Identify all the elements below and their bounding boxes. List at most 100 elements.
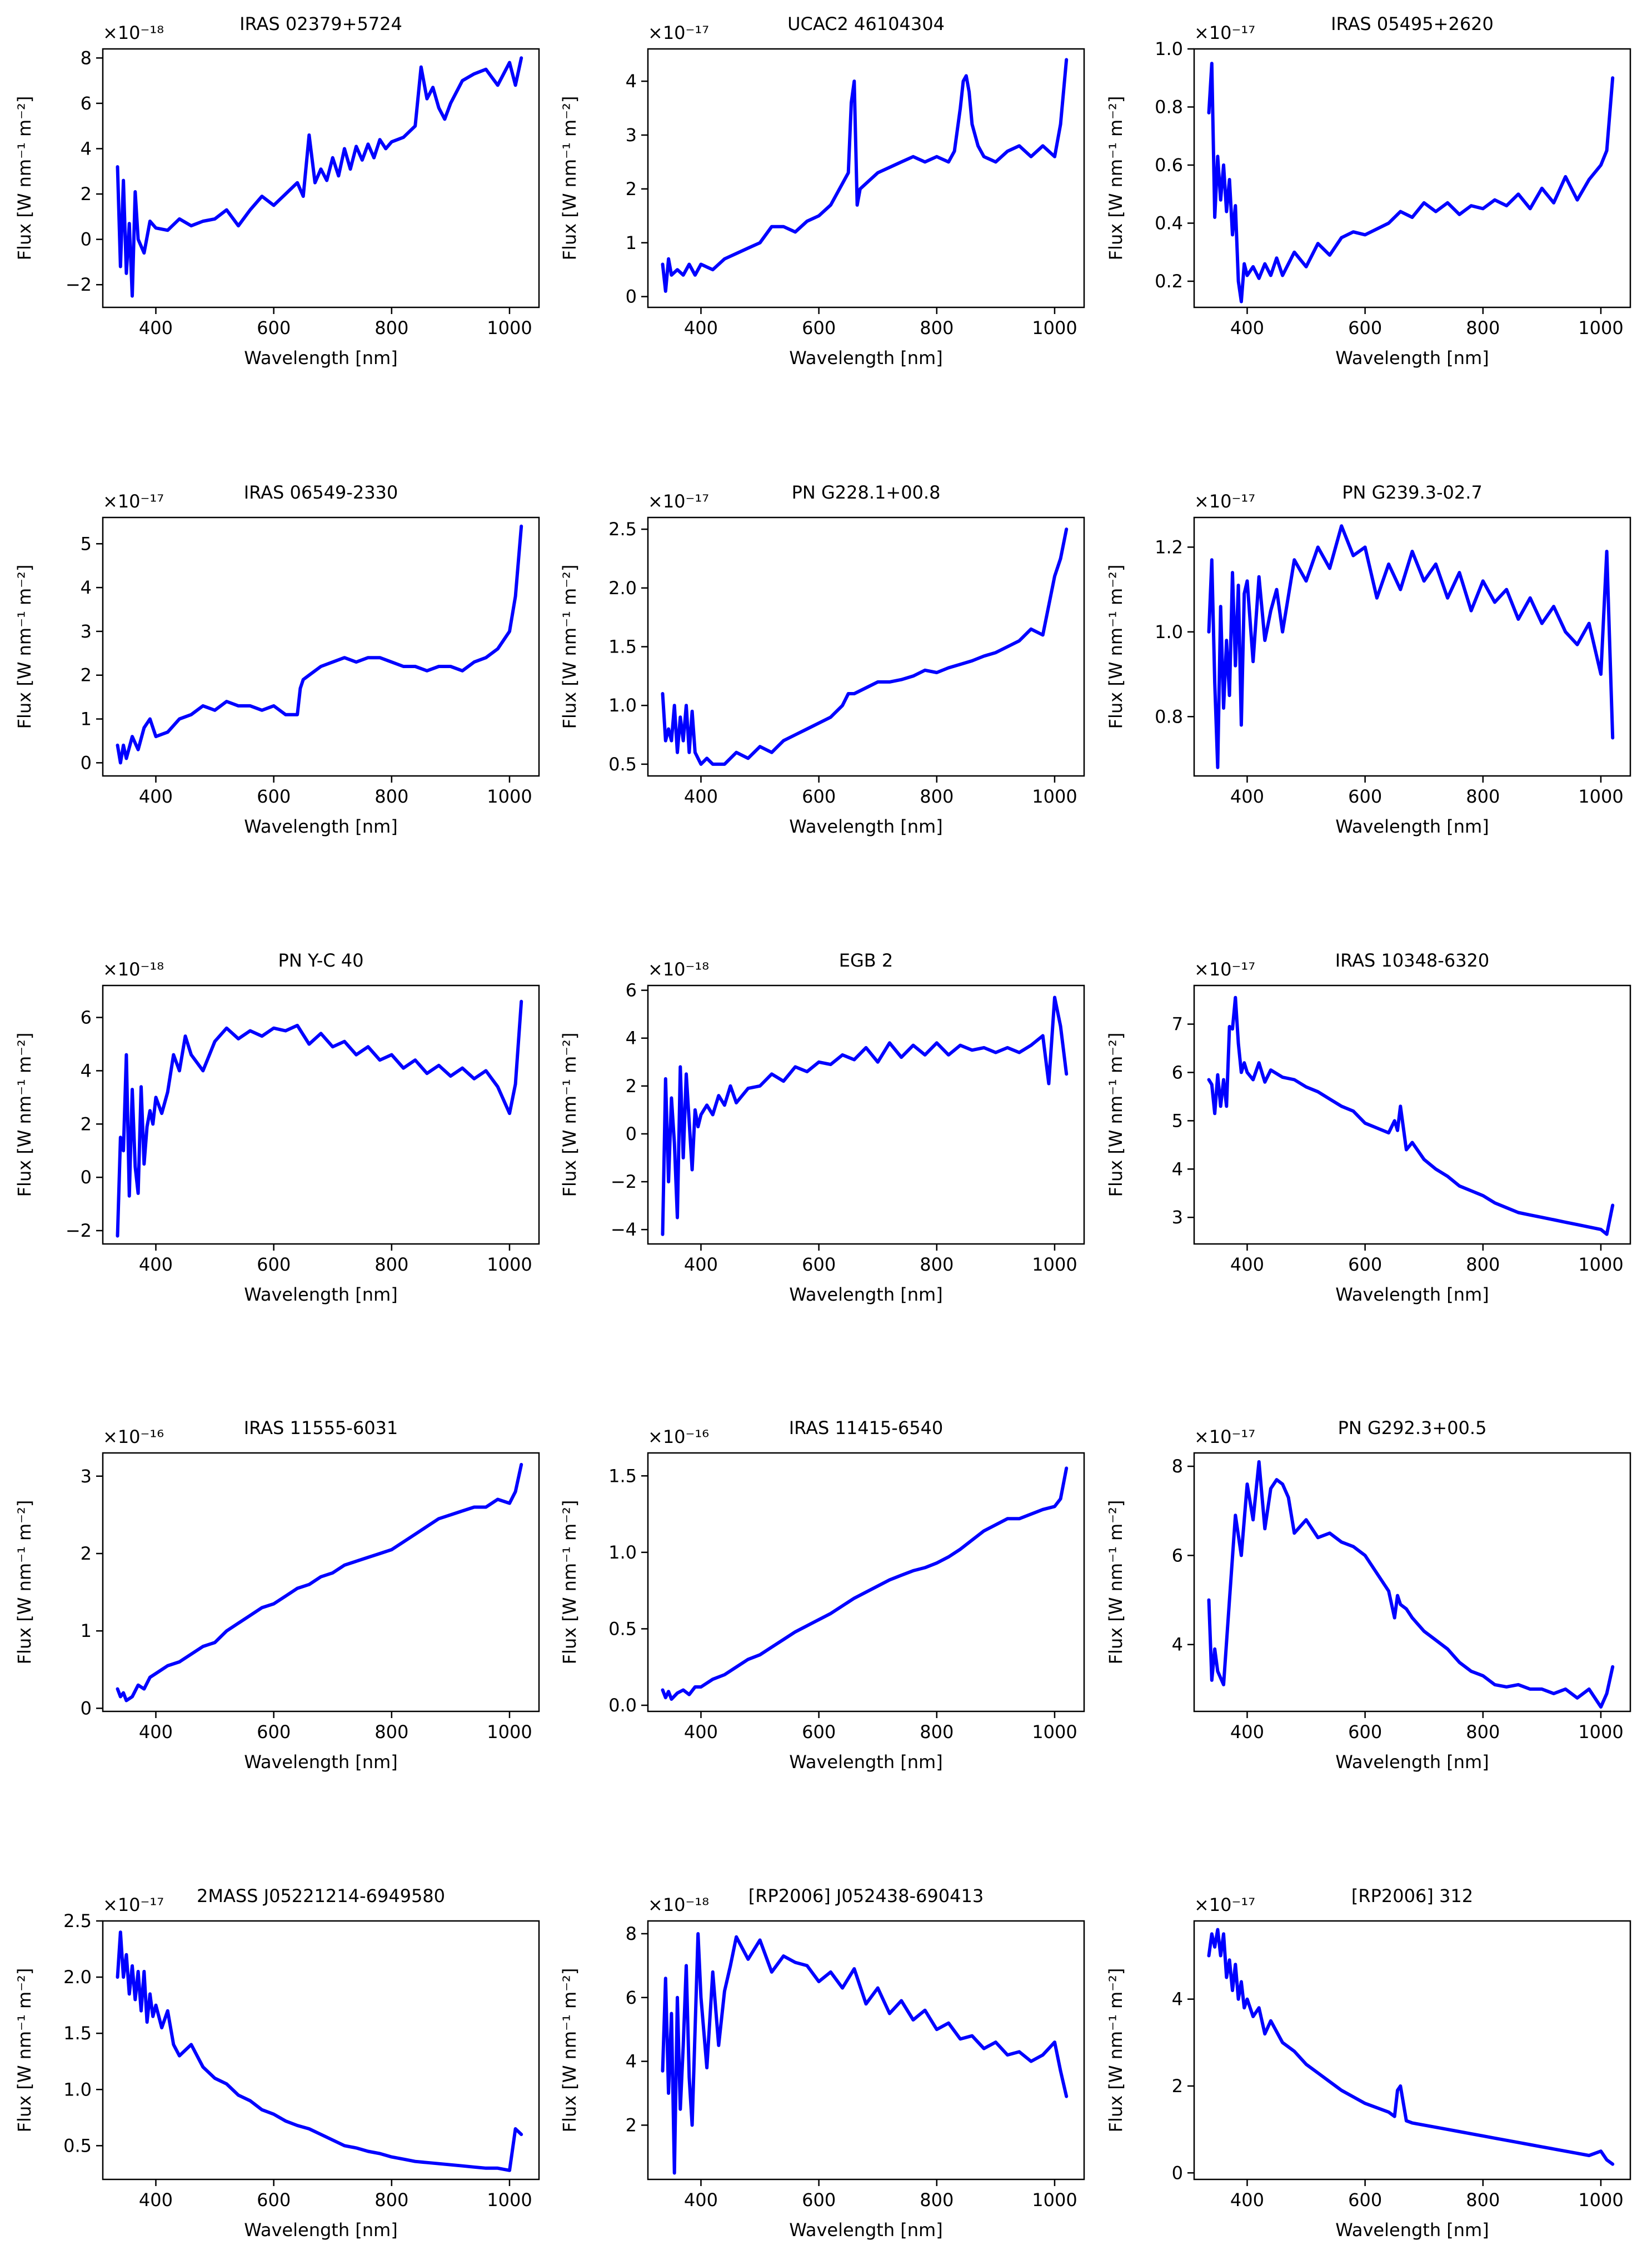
y-tick-label: −2 (611, 1171, 637, 1192)
x-tick-label: 800 (920, 1721, 954, 1743)
x-tick-label: 800 (375, 1721, 408, 1743)
y-tick-label: 0.0 (608, 1695, 637, 1716)
x-tick-label: 800 (1466, 2189, 1500, 2211)
axis-offset-exponent: ×10⁻¹⁸ (648, 959, 709, 980)
x-tick-label: 400 (1230, 317, 1264, 338)
series-line (1207, 1928, 1615, 2166)
y-tick-label: 6 (626, 1987, 637, 2008)
y-tick-label: 1.5 (608, 1465, 637, 1486)
chart-panel: 400 600 800 1000 −2 0 2 4 6 ×10⁻¹⁸ PN Y-C 40 Wavele… (14, 950, 540, 1305)
y-tick-label: 4 (81, 577, 92, 598)
y-tick-label: 2.5 (608, 519, 637, 540)
y-tick-label: 1.5 (608, 636, 637, 658)
axis-offset-exponent: ×10⁻¹⁷ (1194, 1894, 1255, 1915)
axes-frame (102, 1920, 540, 2181)
y-tick-label: 2 (626, 2114, 637, 2135)
y-tick-label: 6 (626, 980, 637, 1001)
axes-frame (102, 48, 540, 308)
axis-offset-exponent: ×10⁻¹⁸ (103, 22, 164, 43)
chart-title: PN Y-C 40 (278, 950, 364, 971)
x-tick-label: 1000 (1032, 1254, 1077, 1275)
axes-frame (1193, 516, 1631, 777)
x-tick-label: 400 (1230, 786, 1264, 807)
x-axis-label: Wavelength [nm] (1335, 816, 1489, 837)
x-tick-label: 600 (802, 317, 836, 338)
chart-title: PN G239.3-02.7 (1342, 482, 1483, 503)
series-line (116, 1930, 523, 2172)
y-tick-label: 4 (626, 2051, 637, 2072)
x-tick-label: 400 (684, 786, 718, 807)
x-axis-label: Wavelength [nm] (789, 347, 942, 369)
x-axis-label: Wavelength [nm] (244, 2219, 397, 2241)
y-tick-label: 6 (81, 93, 92, 114)
x-axis-label: Wavelength [nm] (789, 1751, 942, 1773)
y-tick-label: 0.2 (1155, 271, 1183, 292)
y-tick-label: 8 (1172, 1456, 1183, 1477)
y-tick-label: 3 (626, 125, 637, 146)
y-tick-label: 4 (81, 138, 92, 159)
x-tick-label: 400 (1230, 1721, 1264, 1743)
x-tick-label: 800 (1466, 1721, 1500, 1743)
x-tick-label: 400 (139, 1721, 173, 1743)
chart-title: IRAS 11555-6031 (244, 1417, 398, 1438)
chart-title: IRAS 10348-6320 (1335, 950, 1490, 971)
x-tick-label: 1000 (487, 1721, 532, 1743)
x-tick-label: 600 (802, 1254, 836, 1275)
y-tick-label: 2.0 (608, 578, 637, 599)
y-tick-label: 0.5 (608, 754, 637, 775)
x-tick-label: 1000 (1578, 1254, 1623, 1275)
y-tick-label: 0 (1172, 2162, 1183, 2183)
y-axis-label: Flux [W nm⁻¹ m⁻²] (559, 1033, 580, 1197)
x-tick-label: 400 (139, 1254, 173, 1275)
y-tick-label: 3 (81, 1466, 92, 1487)
y-tick-label: 2.5 (63, 1910, 92, 1932)
y-tick-label: 0 (81, 752, 92, 773)
axes-frame (102, 516, 540, 777)
x-tick-label: 400 (1230, 2189, 1264, 2211)
axis-offset-exponent: ×10⁻¹⁸ (103, 959, 164, 980)
y-tick-label: 5 (1172, 1110, 1183, 1131)
y-axis-label: Flux [W nm⁻¹ m⁻²] (1105, 1500, 1126, 1665)
x-tick-label: 400 (684, 2189, 718, 2211)
chart-title: 2MASS J05221214-6949580 (197, 1885, 445, 1906)
y-tick-label: 1 (81, 1620, 92, 1641)
x-tick-label: 600 (1348, 2189, 1382, 2211)
x-axis-label: Wavelength [nm] (1335, 347, 1489, 369)
x-tick-label: 800 (375, 2189, 408, 2211)
y-axis-label: Flux [W nm⁻¹ m⁻²] (14, 1500, 35, 1665)
chart-panel: 400 600 800 1000 0.2 0.4 0.6 0.8 1.0 ×10⁻¹⁷ IRAS 0… (1105, 13, 1631, 369)
y-axis-label: Flux [W nm⁻¹ m⁻²] (559, 1500, 580, 1665)
y-axis-label: Flux [W nm⁻¹ m⁻²] (1105, 1033, 1126, 1197)
x-tick-label: 400 (684, 1721, 718, 1743)
chart-panel: 400 600 800 1000 0.5 1.0 1.5 2.0 2.5 ×10⁻¹⁷ PN G22… (559, 482, 1085, 837)
chart-panel: 400 600 800 1000 2 4 6 8 ×10⁻¹⁸ [RP2006] J052438-… (559, 1885, 1085, 2241)
chart-title: [RP2006] J052438-690413 (748, 1885, 984, 1906)
y-tick-label: 4 (81, 1060, 92, 1081)
x-tick-label: 1000 (487, 317, 532, 338)
y-tick-label: 2 (626, 1076, 637, 1097)
x-tick-label: 1000 (1032, 317, 1077, 338)
y-tick-label: 0 (626, 286, 637, 307)
chart-panel: 400 600 800 1000 0 1 2 3 ×10⁻¹⁶ IRAS 11555-6031 Wa… (14, 1417, 540, 1773)
y-axis-label: Flux [W nm⁻¹ m⁻²] (14, 1033, 35, 1197)
axis-offset-exponent: ×10⁻¹⁶ (103, 1426, 164, 1447)
y-tick-label: 1.0 (63, 2079, 92, 2100)
x-tick-label: 1000 (1032, 1721, 1077, 1743)
y-tick-label: −4 (611, 1219, 637, 1240)
y-tick-label: 0 (81, 1697, 92, 1719)
x-tick-label: 600 (1348, 786, 1382, 807)
chart-title: IRAS 02379+5724 (239, 13, 402, 34)
y-axis-label: Flux [W nm⁻¹ m⁻²] (1105, 1968, 1126, 2133)
x-tick-label: 600 (802, 1721, 836, 1743)
x-axis-label: Wavelength [nm] (1335, 1751, 1489, 1773)
chart-panel: 400 600 800 1000 0 1 2 3 4 ×10⁻¹⁷ UCAC2 46104304 Wa… (559, 13, 1085, 369)
axes-frame (1193, 1920, 1631, 2181)
axes-frame (647, 1452, 1085, 1713)
y-tick-label: 3 (1172, 1207, 1183, 1228)
axes-frame (102, 984, 540, 1245)
y-axis-label: Flux [W nm⁻¹ m⁻²] (14, 96, 35, 261)
x-tick-label: 800 (375, 317, 408, 338)
y-tick-label: 4 (626, 71, 637, 92)
y-tick-label: 5 (81, 533, 92, 554)
x-tick-label: 600 (257, 1254, 291, 1275)
